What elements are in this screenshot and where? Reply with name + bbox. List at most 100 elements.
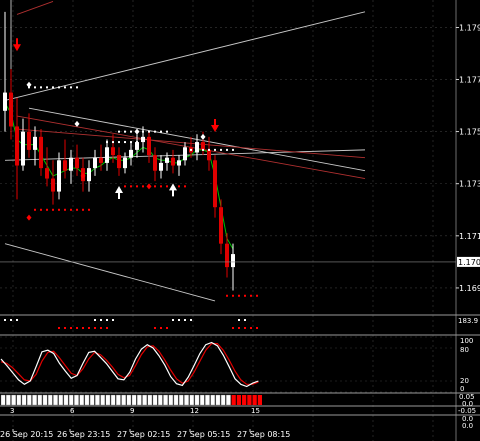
time-tick-label: 27 Sep 05:15: [177, 430, 230, 439]
resistance-dot: [190, 148, 192, 151]
stochastic-grid: [0, 336, 456, 393]
support-dot: [154, 185, 156, 188]
histogram-bar-white: [21, 394, 27, 406]
resistance-dot: [148, 130, 150, 133]
support-dot: [70, 208, 72, 211]
strip-dot-white: [244, 319, 246, 321]
support-dot: [46, 208, 48, 211]
candle-bull: [159, 162, 163, 171]
histogram-bar-white: [126, 394, 132, 406]
strip-dot-white: [4, 319, 6, 321]
resistance-dot: [118, 130, 120, 133]
histogram-bar-white: [131, 394, 137, 406]
histogram-bar-white: [16, 394, 22, 406]
histogram-bar-white: [63, 394, 69, 406]
signal-strip-indicator: [4, 319, 258, 329]
candle-bear: [51, 178, 55, 192]
histogram-bar-white: [0, 394, 6, 406]
candle-bull: [87, 168, 91, 182]
candle-bear: [201, 142, 205, 150]
candle-bear: [147, 136, 151, 156]
histogram-bar-white: [74, 394, 79, 406]
candle-bull: [105, 147, 109, 163]
resistance-dot: [166, 130, 168, 133]
resistance-dot: [70, 86, 72, 89]
candle-bull: [33, 136, 37, 150]
histogram-bar-white: [152, 394, 158, 406]
candle-bull: [195, 142, 199, 153]
candle-bull: [183, 147, 187, 161]
diamond-marker-icon: [26, 214, 32, 221]
trend-line-red: [16, 0, 54, 15]
stochastic-label-20: 20: [460, 377, 469, 385]
strip-dot-red: [70, 327, 72, 329]
candle-bull: [69, 157, 73, 171]
histogram-strip-label-bottom: -0.05: [458, 407, 476, 415]
candle-bull: [177, 160, 181, 166]
resistance-dot: [124, 141, 126, 144]
resistance-dot: [184, 148, 186, 151]
strip-dot-red: [64, 327, 66, 329]
histogram-strip-indicator: [0, 394, 262, 406]
strip-dot-white: [106, 319, 108, 321]
histogram-bar-white: [42, 394, 48, 406]
histogram-bar-white: [6, 394, 11, 406]
candle-bear: [15, 126, 19, 166]
diamond-marker-icon: [74, 120, 80, 127]
time-tick-label: 26 Sep 23:15: [57, 430, 110, 439]
resistance-dot: [112, 141, 114, 144]
histogram-bar-white: [37, 394, 43, 406]
candle-bear: [153, 155, 157, 171]
strip-dot-red: [94, 327, 96, 329]
time-axis[interactable]: 26 Sep 20:15 26 Sep 23:15 27 Sep 02:15 27 S…: [0, 429, 290, 439]
diamond-marker-icon: [80, 172, 86, 179]
histogram-bar-red: [247, 395, 252, 405]
price-axis[interactable]: 1.1795 1.1775 1.1755 1.1735 1.1715 1.1695 1.17…: [455, 0, 480, 441]
histogram-bar-white: [116, 394, 121, 406]
candle-bull: [129, 149, 133, 158]
histogram-bar-white: [89, 394, 95, 406]
price-grid: [0, 0, 456, 441]
candle-bull: [3, 92, 7, 111]
stochastic-label-100: 100: [460, 337, 473, 345]
histogram-bar-red: [242, 395, 247, 405]
price-pane[interactable]: [0, 0, 456, 441]
candle-bull: [231, 254, 235, 268]
support-dot: [82, 208, 84, 211]
candle-bear: [75, 157, 79, 169]
strip-dot-white: [94, 319, 96, 321]
bottom-pane-label-2: 0.0: [462, 422, 473, 430]
support-dot: [226, 294, 228, 297]
bar-index-label: 3: [10, 407, 14, 415]
resistance-dot: [52, 86, 54, 89]
histogram-bar-white: [27, 394, 32, 406]
histogram-bar-white: [168, 394, 174, 406]
buy-arrow-icon: [169, 183, 177, 197]
histogram-bar-white: [157, 394, 163, 406]
support-dot: [64, 208, 66, 211]
time-tick-label: 26 Sep 20:15: [0, 430, 53, 439]
support-dot: [232, 294, 234, 297]
histogram-bar-red: [257, 395, 262, 405]
resistance-dot: [220, 148, 222, 151]
resistance-dot: [118, 141, 120, 144]
strip-dot-red: [250, 327, 252, 329]
bar-index-label: 15: [251, 407, 260, 415]
sell-arrow-icon: [211, 119, 219, 133]
resistance-dot: [208, 148, 210, 151]
strip-dot-red: [238, 327, 240, 329]
support-dot: [124, 185, 126, 188]
histogram-bar-white: [137, 394, 142, 406]
price-tick-label: 1.1695: [459, 284, 480, 293]
candle-bear: [111, 147, 115, 156]
strip-dot-white: [172, 319, 174, 321]
histogram-bar-white: [226, 394, 231, 406]
stochastic-pane[interactable]: [0, 336, 456, 393]
support-dot: [136, 185, 138, 188]
resistance-dot: [160, 130, 162, 133]
support-dot: [250, 294, 252, 297]
strip-dot-red: [106, 327, 108, 329]
price-tick-label: 1.1795: [459, 23, 480, 32]
candles: [3, 11, 235, 291]
